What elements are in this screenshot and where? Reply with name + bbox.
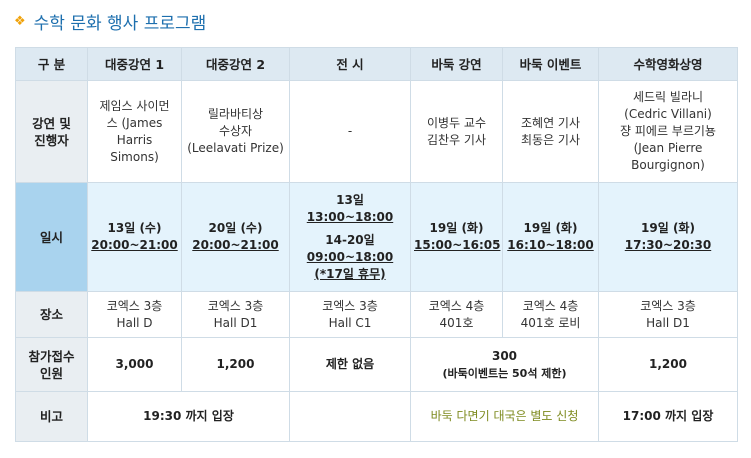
text-line: 제임스 사이먼 — [99, 98, 170, 113]
baduk-event-speaker: 조혜연 기사 최동은 기사 — [502, 80, 599, 183]
header-exhibition: 전 시 — [289, 47, 411, 81]
text-line: 코엑스 4층 — [522, 298, 579, 313]
baduk-lecture-datetime: 19일 (화) 15:00~16:05 — [410, 182, 503, 292]
datetime-row-label: 일시 — [15, 182, 88, 292]
text-line: Bourgignon) — [631, 158, 705, 172]
date-text: 19일 (화) — [523, 221, 578, 235]
movie-venue: 코엑스 3층 Hall D1 — [598, 291, 738, 338]
lecture2-venue: 코엑스 3층 Hall D1 — [181, 291, 290, 338]
capacity-note: (바둑이벤트는 50석 제한) — [442, 366, 567, 380]
baduk-remark: 바둑 다면기 대국은 별도 신청 — [410, 391, 599, 442]
label-line: 참가접수 — [28, 348, 75, 364]
lecture2-capacity: 1,200 — [181, 337, 290, 392]
text-line: 김찬우 기사 — [426, 132, 486, 147]
baduk-event-datetime: 19일 (화) 16:10~18:00 — [502, 182, 599, 292]
time-text: 16:10~18:00 — [507, 238, 594, 252]
header-baduk-event: 바둑 이벤트 — [502, 47, 599, 81]
baduk-lecture-speaker: 이병두 교수 김찬우 기사 — [410, 80, 503, 183]
baduk-lecture-venue: 코엑스 4층 401호 — [410, 291, 503, 338]
date-text: 14-20일 — [325, 232, 375, 247]
date-text: 13일 (수) — [107, 221, 162, 235]
header-lecture1: 대중강연 1 — [87, 47, 182, 81]
program-table: 구 분 대중강연 1 대중강연 2 전 시 바둑 강연 바둑 이벤트 수학영화상… — [15, 47, 738, 442]
text-line: 코엑스 3층 — [640, 298, 696, 313]
header-row: 구 분 대중강연 1 대중강연 2 전 시 바둑 강연 바둑 이벤트 수학영화상… — [15, 47, 738, 81]
header-baduk-lecture: 바둑 강연 — [410, 47, 503, 81]
capacity-row-label: 참가접수 인원 — [15, 337, 88, 392]
diamond-bullet-icon: ❖ — [14, 13, 26, 29]
text-line: Hall D — [116, 315, 153, 330]
capacity-row: 참가접수 인원 3,000 1,200 제한 없음 300 (바둑이벤트는 50… — [15, 337, 738, 392]
text-line: 릴라바티상 — [207, 107, 264, 121]
header-lecture2: 대중강연 2 — [181, 47, 290, 81]
text-line: Hall D1 — [646, 315, 690, 330]
text-line: 401호 — [439, 315, 474, 330]
date-text: 13일 — [336, 192, 364, 207]
label-line: 강연 및 — [32, 115, 71, 131]
time-text: 09:00~18:00 — [306, 249, 394, 264]
datetime-row: 일시 13일 (수) 20:00~21:00 20일 (수) 20:00~21:… — [15, 182, 738, 292]
time-text: 20:00~21:00 — [91, 238, 178, 252]
lecture2-datetime: 20일 (수) 20:00~21:00 — [181, 182, 290, 292]
text-line: 코엑스 3층 — [322, 298, 378, 313]
remarks-row-label: 비고 — [15, 391, 88, 442]
text-line: 최동은 기사 — [520, 132, 580, 147]
exhibition-datetime: 13일 13:00~18:00 14-20일 09:00~18:00 (*17일… — [289, 182, 411, 292]
movie-datetime: 19일 (화) 17:30~20:30 — [598, 182, 738, 292]
speakers-row: 강연 및 진행자 제임스 사이먼 스 (James Harris Simons)… — [15, 80, 738, 183]
lecture1-speaker: 제임스 사이먼 스 (James Harris Simons) — [87, 80, 182, 183]
capacity-value: 300 — [491, 348, 518, 363]
movie-capacity: 1,200 — [598, 337, 738, 392]
movie-remark: 17:00 까지 입장 — [598, 391, 738, 442]
time-text: 13:00~18:00 — [306, 209, 394, 224]
exhibition-capacity: 제한 없음 — [289, 337, 411, 392]
header-category: 구 분 — [15, 47, 88, 81]
lecture1-venue: 코엑스 3층 Hall D — [87, 291, 182, 338]
time-text: 17:30~20:30 — [624, 238, 712, 252]
exhibition-remark — [289, 391, 411, 442]
text-line: 조혜연 기사 — [520, 115, 580, 130]
date-text: 20일 (수) — [208, 221, 263, 235]
text-line: (Cedric Villani) — [624, 107, 712, 121]
text-line: Hall D1 — [213, 315, 258, 330]
lectures-remark: 19:30 까지 입장 — [87, 391, 290, 442]
baduk-event-venue: 코엑스 4층 401호 로비 — [502, 291, 599, 338]
lecture1-datetime: 13일 (수) 20:00~21:00 — [87, 182, 182, 292]
remarks-row: 비고 19:30 까지 입장 바둑 다면기 대국은 별도 신청 17:00 까지… — [15, 391, 738, 442]
text-line: 이병두 교수 — [426, 115, 486, 130]
text-line: (Leelavati Prize) — [187, 141, 284, 155]
text-line: 코엑스 3층 — [207, 298, 264, 313]
text-line: 세드릭 빌라니 — [632, 90, 704, 104]
text-line: 코엑스 3층 — [106, 298, 163, 313]
date-text: 19일 (화) — [429, 221, 484, 235]
lecture1-capacity: 3,000 — [87, 337, 182, 392]
time-text: 15:00~16:05 — [414, 238, 501, 252]
text-line: 쟝 피에르 부르기뇽 — [620, 124, 716, 138]
closed-day-note: (*17일 휴무) — [314, 266, 386, 281]
header-movie: 수학영화상영 — [598, 47, 738, 81]
text-line: Harris Simons) — [110, 132, 159, 164]
page-title-text: 수학 문화 행사 프로그램 — [33, 13, 207, 34]
text-line: 스 (James — [106, 115, 163, 130]
exhibition-speaker: - — [289, 80, 411, 183]
date-text: 19일 (화) — [641, 221, 695, 235]
time-text: 20:00~21:00 — [192, 238, 279, 252]
speakers-row-label: 강연 및 진행자 — [15, 80, 88, 183]
text-line: 401호 로비 — [520, 315, 581, 330]
lecture2-speaker: 릴라바티상 수상자 (Leelavati Prize) — [181, 80, 290, 183]
venue-row-label: 장소 — [15, 291, 88, 338]
baduk-capacity: 300 (바둑이벤트는 50석 제한) — [410, 337, 599, 392]
page-title: ❖ 수학 문화 행사 프로그램 — [14, 10, 207, 34]
text-line: (Jean Pierre — [633, 141, 703, 155]
text-line: Hall C1 — [328, 315, 372, 330]
text-line: 수상자 — [218, 124, 253, 138]
label-line: 인원 — [39, 365, 63, 381]
exhibition-venue: 코엑스 3층 Hall C1 — [289, 291, 411, 338]
venue-row: 장소 코엑스 3층 Hall D 코엑스 3층 Hall D1 코엑스 3층 H… — [15, 291, 738, 338]
text-line: 코엑스 4층 — [428, 298, 485, 313]
label-line: 진행자 — [34, 132, 69, 148]
movie-speaker: 세드릭 빌라니 (Cedric Villani) 쟝 피에르 부르기뇽 (Jea… — [598, 80, 738, 183]
